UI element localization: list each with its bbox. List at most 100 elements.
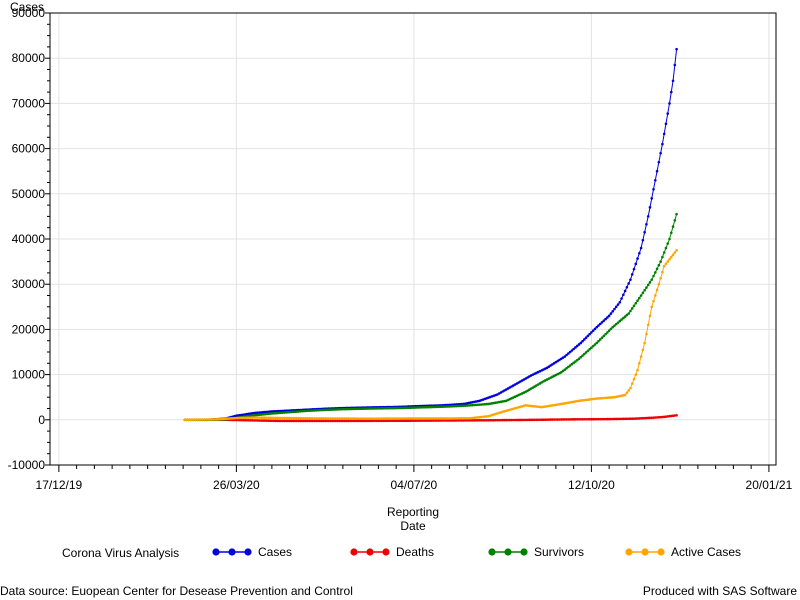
data-point: [654, 178, 657, 182]
data-point: [284, 419, 288, 423]
data-point: [652, 187, 655, 191]
data-point: [565, 366, 568, 370]
data-point: [671, 225, 675, 228]
data-point: [668, 102, 671, 105]
data-point: [597, 324, 600, 327]
data-point: [607, 329, 611, 332]
data-point: [590, 346, 593, 350]
x-tick-label: 20/01/21: [746, 478, 793, 492]
data-point: [614, 305, 618, 309]
legend-marker: [657, 548, 665, 556]
legend-label: Cases: [258, 545, 292, 559]
data-point: [675, 249, 678, 252]
data-point: [595, 341, 599, 345]
data-point: [597, 339, 600, 343]
data-point: [657, 160, 661, 164]
y-tick-label: 20000: [12, 322, 46, 336]
data-point: [646, 323, 650, 327]
data-point: [654, 271, 657, 274]
data-point: [630, 273, 634, 276]
data-point: [645, 332, 648, 336]
data-point: [641, 291, 645, 295]
data-point: [675, 413, 678, 417]
data-point: [645, 223, 648, 226]
data-point: [618, 300, 622, 304]
data-point: [636, 257, 639, 260]
data-point: [659, 260, 662, 263]
data-point: [616, 321, 620, 324]
data-point: [664, 122, 668, 126]
data-point: [330, 419, 334, 423]
data-point: [666, 242, 670, 245]
data-point: [630, 307, 634, 310]
legend-label: Survivors: [534, 545, 584, 559]
data-point: [613, 307, 616, 311]
data-point: [622, 316, 625, 320]
data-point: [648, 281, 652, 284]
data-point: [313, 419, 316, 423]
x-tick-label: 17/12/19: [36, 478, 83, 492]
data-point: [657, 282, 661, 286]
series-group: [183, 47, 678, 423]
data-point: [575, 358, 579, 362]
data-point: [646, 215, 650, 218]
data-point: [632, 377, 636, 381]
data-point: [673, 63, 677, 67]
data-point: [371, 419, 375, 423]
data-point: [609, 312, 613, 315]
data-point: [632, 267, 636, 271]
data-point: [561, 369, 565, 373]
axes: -10000 0 10000 20000 30000 40000 50000 60000 700…: [8, 6, 793, 492]
data-point: [634, 373, 638, 376]
data-point: [641, 348, 645, 352]
data-point: [567, 365, 570, 369]
data-point: [281, 419, 284, 423]
legend-item-survivors: Survivors: [488, 545, 584, 559]
data-point: [616, 303, 620, 306]
data-point: [669, 255, 673, 259]
data-point: [581, 339, 584, 343]
data-point: [582, 352, 586, 356]
data-point: [675, 212, 678, 216]
legend-marker: [212, 548, 220, 556]
data-point: [334, 419, 338, 423]
data-point: [625, 285, 629, 289]
data-point: [567, 352, 570, 355]
data-point: [607, 314, 611, 318]
data-point: [574, 346, 577, 349]
data-point: [634, 301, 638, 305]
data-point: [364, 419, 368, 423]
data-point: [590, 331, 593, 334]
data-point: [659, 276, 662, 280]
data-point: [593, 343, 597, 346]
data-point: [669, 90, 673, 94]
data-point: [581, 354, 584, 357]
data-point: [657, 263, 661, 267]
data-point: [625, 313, 629, 317]
data-point: [606, 316, 609, 319]
legend-item-cases: Cases: [212, 545, 292, 559]
data-point: [563, 368, 567, 371]
data-point: [593, 327, 597, 331]
data-point: [588, 347, 591, 351]
data-point: [643, 341, 646, 345]
data-point: [361, 419, 364, 423]
data-point: [320, 419, 323, 423]
data-point: [602, 334, 606, 338]
data-point: [295, 419, 299, 423]
data-point: [666, 260, 670, 263]
data-point: [559, 371, 563, 374]
data-point: [650, 197, 654, 200]
data-point: [655, 288, 659, 292]
data-point: [611, 325, 614, 329]
data-point: [661, 142, 664, 146]
data-point: [563, 355, 567, 358]
data-point: [432, 417, 435, 420]
data-point: [630, 382, 634, 385]
legend-marker: [641, 548, 649, 556]
data-point: [338, 419, 341, 423]
data-point: [623, 393, 627, 397]
data-point: [572, 361, 575, 365]
data-point: [664, 246, 668, 250]
